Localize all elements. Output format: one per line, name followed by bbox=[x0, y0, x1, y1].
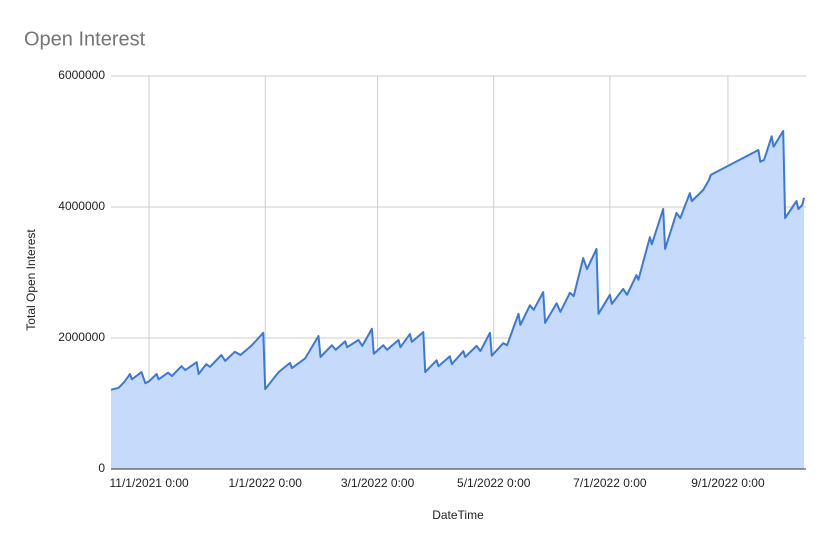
x-tick-label: 1/1/2022 0:00 bbox=[229, 476, 303, 490]
line bbox=[110, 130, 806, 391]
x-tick-label: 11/1/2021 0:00 bbox=[109, 476, 189, 490]
x-tick-label: 7/1/2022 0:00 bbox=[573, 476, 647, 490]
chart-title: Open Interest bbox=[24, 28, 146, 50]
x-tick-label: 5/1/2022 0:00 bbox=[457, 476, 531, 490]
y-axis-title: Total Open Interest bbox=[24, 229, 38, 331]
x-axis-title: DateTime bbox=[432, 508, 484, 522]
y-tick-label: 6000000 bbox=[58, 68, 105, 82]
x-tick-label: 3/1/2022 0:00 bbox=[341, 476, 415, 490]
y-tick-label: 0 bbox=[98, 461, 105, 475]
area bbox=[111, 131, 805, 469]
y-tick-label: 4000000 bbox=[58, 199, 105, 213]
y-tick-label: 2000000 bbox=[58, 330, 105, 344]
x-tick-label: 9/1/2022 0:00 bbox=[691, 476, 765, 490]
